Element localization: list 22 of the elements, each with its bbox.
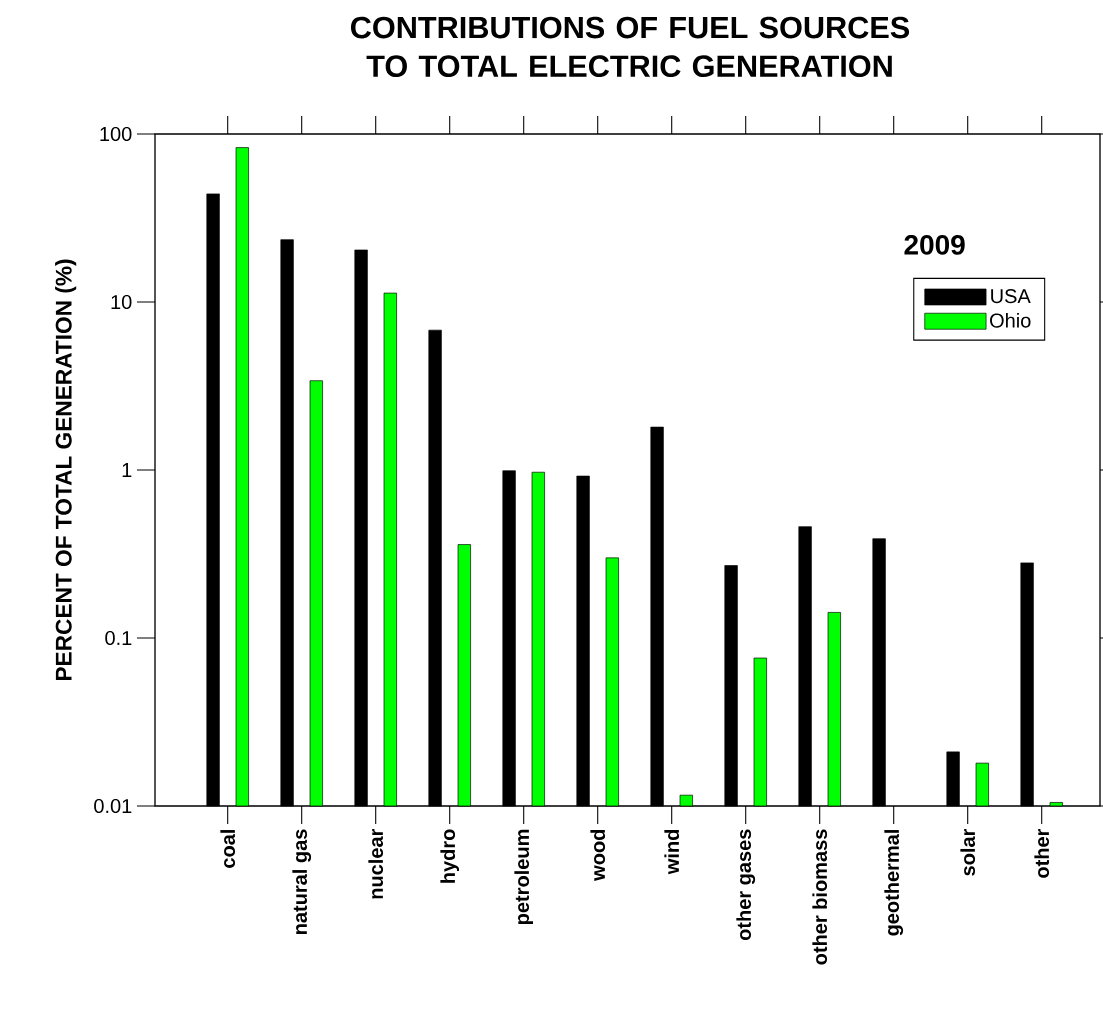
x-tick-label: other	[1034, 828, 1050, 878]
y-tick-label: 10	[111, 294, 132, 310]
legend-label: USA	[991, 289, 1031, 304]
y-tick-label: 1	[122, 463, 132, 477]
x-tick-label: coal	[220, 830, 236, 868]
x-tick-label: natural gas	[292, 829, 312, 935]
y-tick-label: 0.1	[105, 630, 132, 646]
x-tick-label: geothermal	[884, 830, 904, 936]
x-tick-label: petroleum	[514, 829, 534, 924]
x-tick-label: wood	[590, 829, 606, 881]
x-tick-label: other gases	[736, 829, 756, 941]
x-tick-label: nuclear	[368, 828, 384, 899]
annotation: 2009	[904, 234, 965, 255]
y-axis-title: PERCENT OF TOTAL GENERATION (%)	[55, 259, 77, 681]
x-tick-label: hydro	[440, 829, 460, 883]
x-tick-label: other biomass	[812, 829, 828, 965]
legend-label: Ohio	[990, 312, 1031, 328]
chart-title: CONTRIBUTIONS OF FUEL SOURCES TO TOTAL ELECTRIC GENERATION	[351, 16, 910, 78]
x-tick-label: wind	[664, 829, 680, 875]
x-tick-label: solar	[960, 828, 976, 876]
y-tick-label: 0.01	[94, 798, 132, 814]
y-tick-label: 100	[100, 126, 132, 142]
